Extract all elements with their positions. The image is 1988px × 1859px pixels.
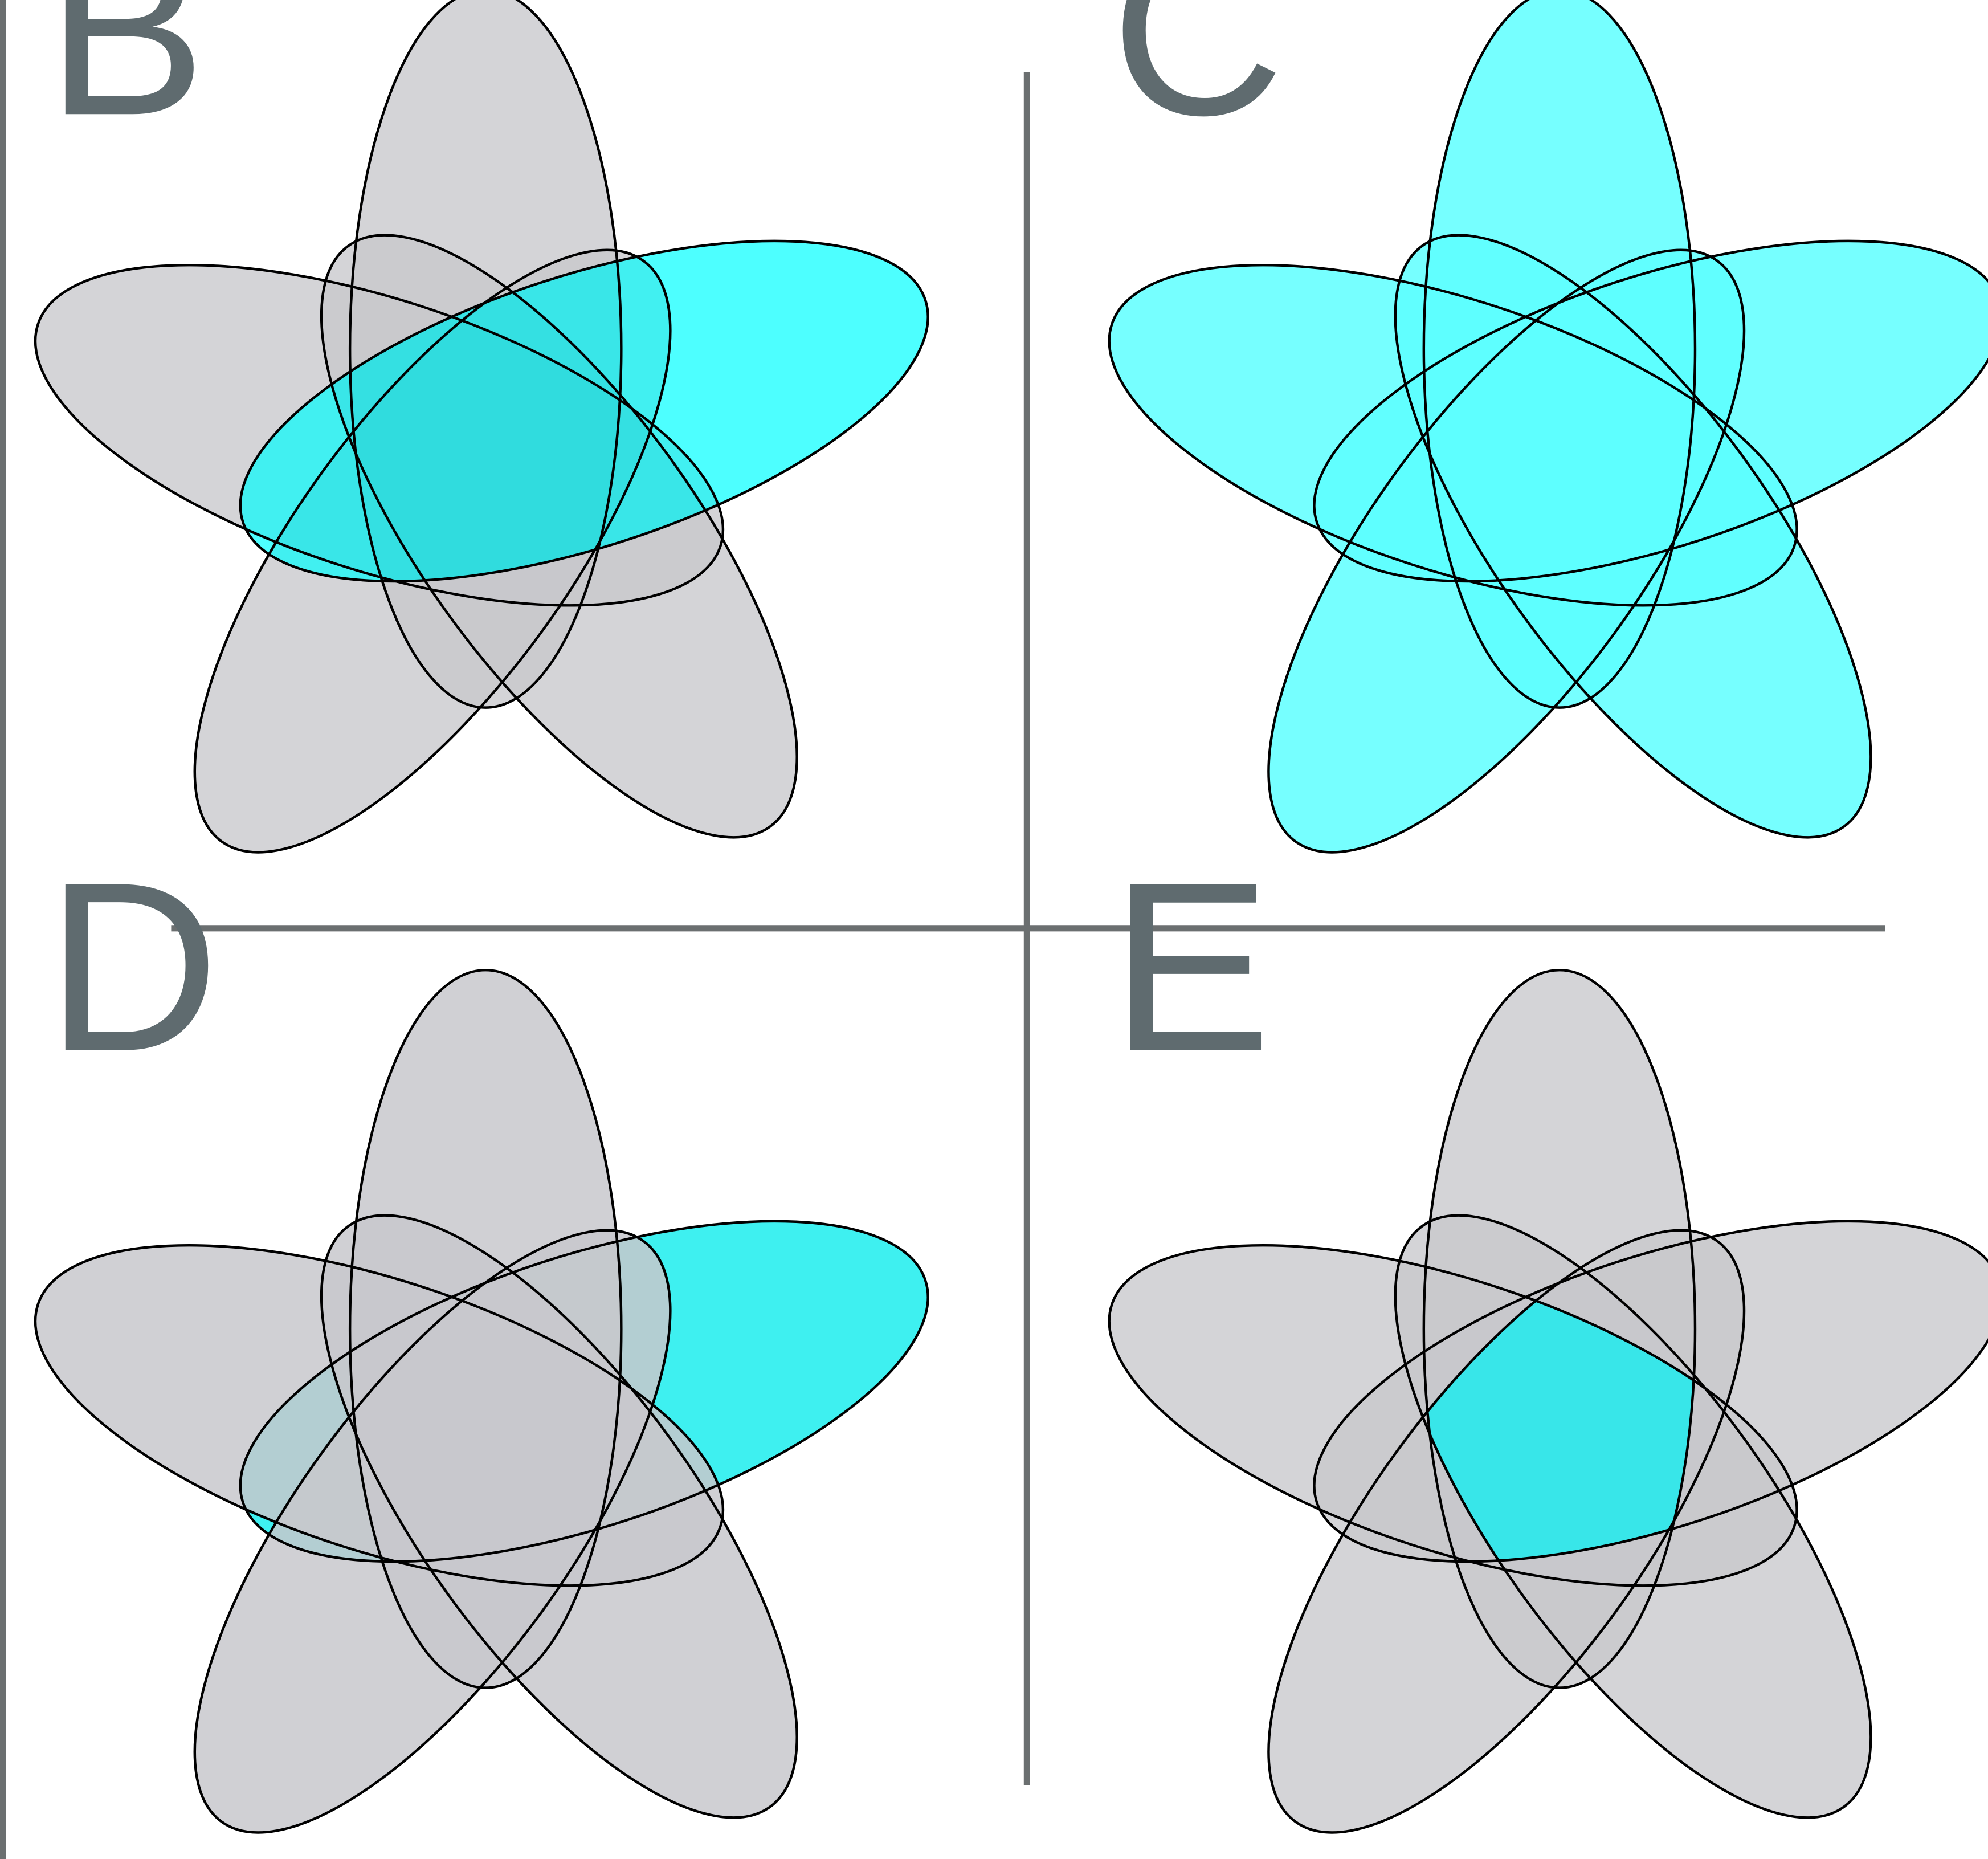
panel-e [1052,930,1988,1859]
panel-label-d: D [46,831,219,1101]
panel-label-e: E [1111,831,1271,1101]
panel-label-b: B [46,0,206,165]
panel-d [0,970,968,1859]
panel-label-c: C [1111,0,1284,165]
